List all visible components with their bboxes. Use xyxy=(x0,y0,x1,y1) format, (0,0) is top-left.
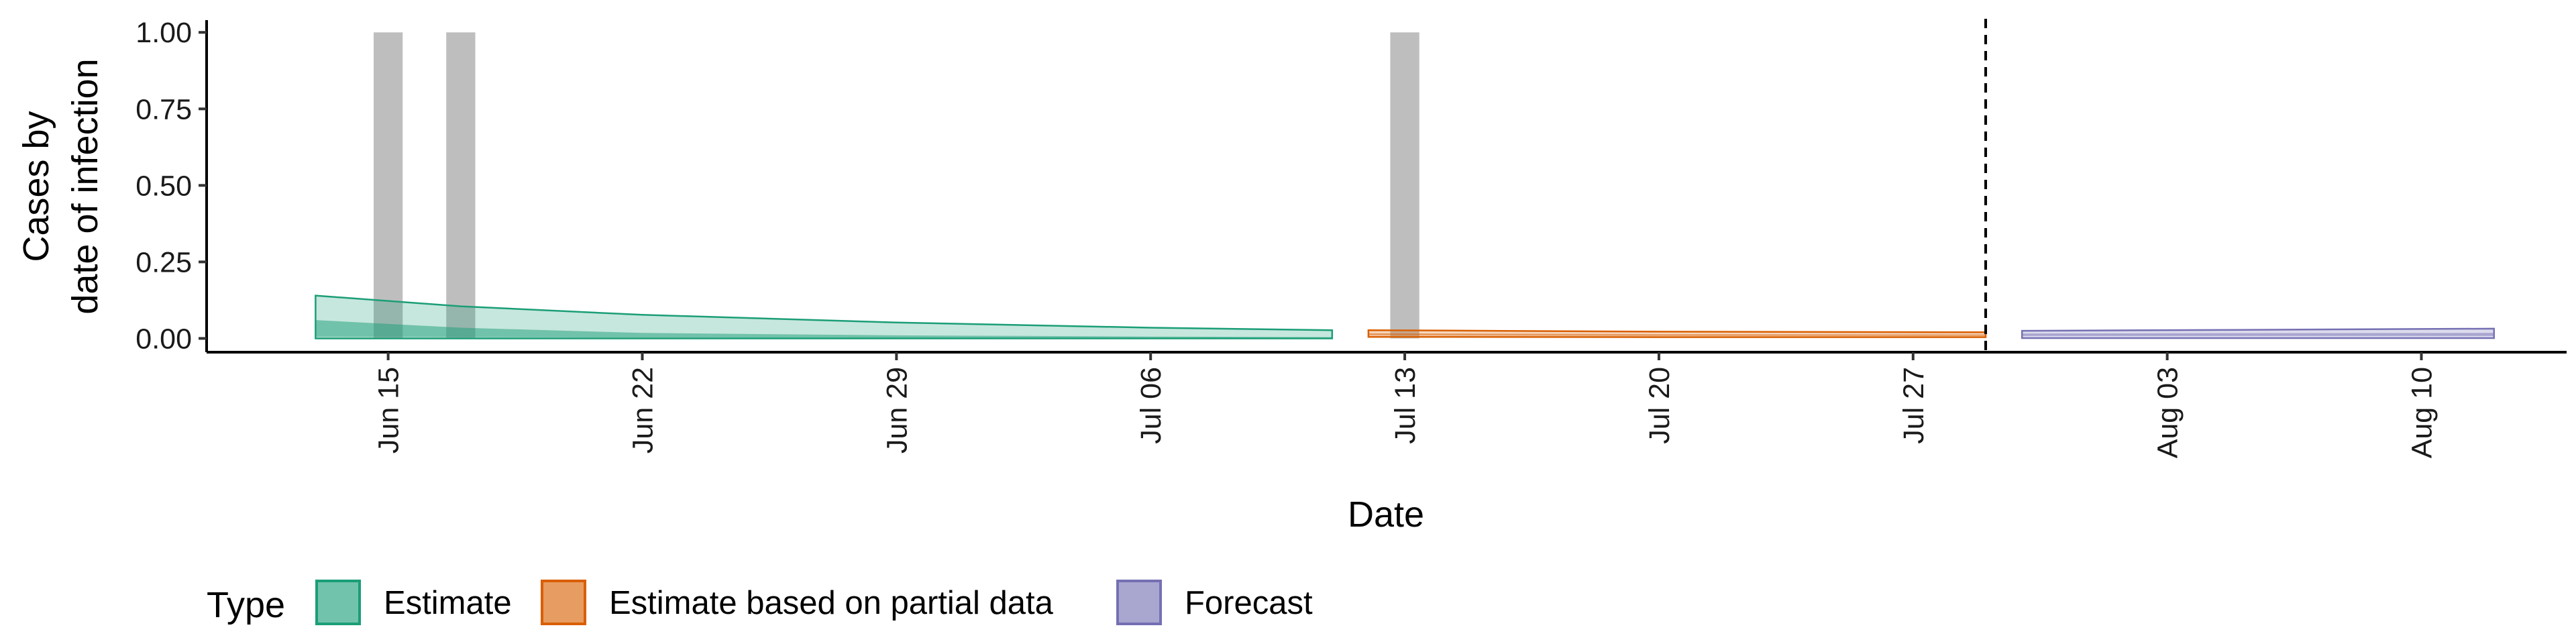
y-tick-label: 0.00 xyxy=(136,323,192,355)
legend-label-forecast: Forecast xyxy=(1185,585,1313,621)
legend-key-forecast xyxy=(1116,580,1162,625)
reported-case-bar xyxy=(446,32,476,339)
x-tick-label: Jun 22 xyxy=(627,367,659,453)
legend: Type Estimate Estimate based on partial … xyxy=(207,580,1313,625)
x-tick-label: Jul 06 xyxy=(1135,367,1167,444)
legend-title: Type xyxy=(207,585,285,625)
estimate-outer-ribbon xyxy=(315,294,1334,339)
reported-cases-layer xyxy=(373,32,1419,339)
x-tick-label: Jun 29 xyxy=(881,367,913,453)
forecast-inner-ribbon xyxy=(2022,333,2494,336)
x-axis-title: Date xyxy=(1348,494,1424,535)
y-tick-label: 1.00 xyxy=(136,17,192,49)
y-tick-label: 0.75 xyxy=(136,93,192,125)
y-ticks-layer: 0.00 0.25 0.50 0.75 1.00 xyxy=(136,17,207,355)
x-tick-label: Jun 15 xyxy=(373,367,405,453)
y-tick-label: 0.25 xyxy=(136,246,192,278)
x-tick-label: Jul 13 xyxy=(1389,367,1421,444)
axes-layer xyxy=(205,20,2567,354)
legend-key-partial xyxy=(541,580,586,625)
reported-case-bar xyxy=(373,32,403,339)
y-axis-title-line-2: date of infection xyxy=(65,58,105,314)
x-tick-label: Aug 10 xyxy=(2406,367,2438,458)
legend-key-estimate xyxy=(315,580,361,625)
reported-case-bar xyxy=(1390,32,1419,339)
x-tick-label: Jul 27 xyxy=(1898,367,1930,444)
y-tick-label: 0.50 xyxy=(136,170,192,202)
estimate-inner-ribbon xyxy=(315,320,1332,338)
x-tick-label: Aug 03 xyxy=(2152,367,2184,458)
estimate-based-on-partial-data-inner-ribbon xyxy=(1368,333,1986,336)
legend-label-estimate: Estimate xyxy=(384,585,512,621)
x-ticks-layer: Jun 15 Jun 22 Jun 29 Jul 06 Jul 13 Jul 20 Jul … xyxy=(373,352,2438,458)
ribbons-layer xyxy=(315,294,2496,339)
legend-label-partial: Estimate based on partial data xyxy=(609,585,1054,621)
x-tick-label: Jul 20 xyxy=(1644,367,1676,444)
y-axis-title-line-1: Cases by xyxy=(16,111,56,262)
